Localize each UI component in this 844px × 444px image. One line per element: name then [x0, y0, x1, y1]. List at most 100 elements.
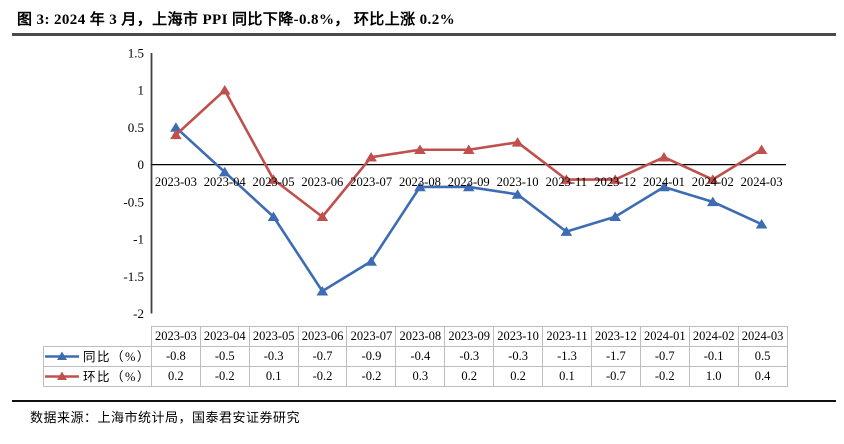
ppi-line-chart: 1.5 1 0.5 0 -0.5 -1 -1.5 -2 2023-03 2023-04 2023-0…: [0, 40, 844, 330]
y-tick-label: 1.5: [128, 46, 144, 61]
table-value-cell: 0.2: [444, 366, 495, 387]
yoy-series-legend-icon: [45, 351, 79, 361]
series-0-marker: [560, 226, 573, 236]
series-0-marker: [609, 211, 621, 222]
x-category-label: 2023-09: [448, 175, 490, 189]
table-value-cell: -0.2: [639, 366, 690, 387]
legend-cell-mom: 环比（%）: [43, 366, 152, 387]
y-tick-label: -1.5: [123, 269, 144, 284]
x-category-label: 2023-06: [301, 175, 343, 189]
table-value-cell: -0.7: [639, 346, 690, 367]
series-1-marker: [511, 137, 524, 147]
x-category-label: 2023-10: [497, 175, 539, 189]
table-header-cell: 2023-12: [590, 326, 641, 347]
table-value-cell: -1.3: [542, 346, 592, 367]
series-1-marker: [218, 85, 231, 95]
footer-divider: [12, 400, 836, 402]
series-1-marker: [462, 144, 475, 155]
mom-series-label: 环比（%）: [83, 369, 151, 384]
table-value-cell: -0.2: [297, 366, 348, 387]
y-tick-label: 0: [138, 157, 145, 172]
series-0-marker: [414, 181, 426, 192]
y-tick-label: -0.5: [123, 194, 144, 209]
mom-series-legend-icon: [45, 371, 79, 381]
x-category-label: 2023-11: [546, 175, 588, 189]
table-value-cell: -0.5: [199, 346, 250, 367]
x-category-label: 2023-12: [594, 175, 636, 189]
figure-title: 图 3: 2024 年 3 月，上海市 PPI 同比下降-0.8%， 环比上涨 …: [17, 12, 456, 28]
y-tick-label: 0.5: [128, 120, 144, 135]
yoy-series-label: 同比（%）: [83, 349, 151, 364]
series-0-marker: [658, 181, 670, 192]
table-value-cell: 0.3: [395, 366, 446, 387]
table-header-cell: 2024-03: [737, 326, 788, 347]
x-category-label: 2023-05: [253, 175, 295, 189]
series-1-marker: [755, 144, 768, 155]
table-value-cell: 0.1: [542, 366, 592, 387]
y-tick-label: -1: [133, 232, 144, 247]
series-0-marker: [462, 181, 475, 192]
table-value-cell: -0.3: [493, 346, 544, 367]
x-category-label: 2024-01: [643, 175, 685, 189]
legend-cell-yoy: 同比（%）: [43, 346, 152, 367]
table-header-cell: 2023-06: [297, 326, 348, 347]
series-0-marker: [365, 256, 377, 266]
series-0-marker: [755, 218, 768, 229]
table-value-cell: -0.4: [395, 346, 446, 367]
table-value-cell: -0.8: [150, 346, 201, 367]
x-category-label: 2023-07: [350, 175, 392, 189]
table-value-cell: -0.2: [199, 366, 250, 387]
series-0-marker: [316, 285, 329, 296]
series-1-marker: [658, 152, 670, 162]
series-1-marker: [316, 211, 329, 222]
x-category-label: 2024-02: [692, 175, 734, 189]
table-value-cell: 0.4: [737, 366, 788, 387]
series-1-marker: [414, 144, 426, 155]
series-0-marker: [706, 196, 719, 207]
table-value-cell: -0.3: [444, 346, 495, 367]
table-value-cell: 0.1: [248, 366, 299, 387]
series-1-marker: [365, 152, 377, 162]
series-0-marker: [267, 211, 280, 222]
ppi-line-chart-canvas: 1.5 1 0.5 0 -0.5 -1 -1.5 -2 2023-03 2023-04 2023-0…: [123, 46, 786, 321]
table-corner-cell: [44, 327, 152, 347]
y-tick-label: -2: [133, 306, 144, 321]
table-header-cell: 2023-04: [199, 326, 250, 347]
x-category-label: 2023-08: [399, 175, 441, 189]
table-header-cell: 2023-07: [346, 326, 397, 347]
table-header-row: 2023-03 2023-04 2023-05 2023-06 2023-07 2023-…: [44, 326, 788, 347]
series-1-marker: [609, 174, 621, 184]
series-1-marker: [170, 129, 182, 140]
table-value-cell: 1.0: [688, 366, 739, 387]
table-value-cell: 0.5: [737, 346, 788, 367]
table-header-cell: 2023-03: [150, 326, 201, 347]
table-value-cell: -0.9: [346, 346, 397, 367]
y-tick-label: 1: [138, 83, 145, 98]
x-category-label: 2023-03: [155, 175, 197, 189]
x-category-label: 2024-03: [741, 175, 783, 189]
table-value-cell: 0.2: [150, 366, 201, 387]
table-value-cell: -0.7: [297, 346, 348, 367]
series-0-marker: [170, 122, 182, 132]
table-value-cell: -0.7: [590, 366, 641, 387]
table-value-cell: -0.2: [346, 366, 397, 387]
series-1-marker: [267, 174, 280, 184]
table-value-cell: 0.2: [493, 366, 544, 387]
table-value-cell: -0.3: [248, 346, 299, 367]
table-header-cell: 2023-10: [493, 326, 544, 347]
x-category-label: 2023-04: [204, 175, 247, 189]
table-header-cell: 2023-08: [395, 326, 446, 347]
series-0-marker: [218, 166, 231, 177]
series-1-marker: [560, 174, 573, 184]
table-row-yoy: 同比（%） -0.8 -0.5 -0.3 -0.7 -0.9 -0.4 -0.3 -0.3 -1…: [43, 346, 788, 367]
table-header-cell: 2023-11: [542, 326, 592, 347]
table-value-cell: -0.1: [688, 346, 739, 367]
table-header-cell: 2023-05: [248, 326, 299, 347]
series-1-marker: [706, 174, 719, 184]
series-0-marker: [511, 189, 524, 199]
table-header-cell: 2024-01: [639, 326, 690, 347]
table-header-cell: 2023-09: [444, 326, 495, 347]
chart-data-table: 2023-03 2023-04 2023-05 2023-06 2023-07 2023-…: [43, 326, 788, 387]
table-header-cell: 2024-02: [688, 326, 739, 347]
